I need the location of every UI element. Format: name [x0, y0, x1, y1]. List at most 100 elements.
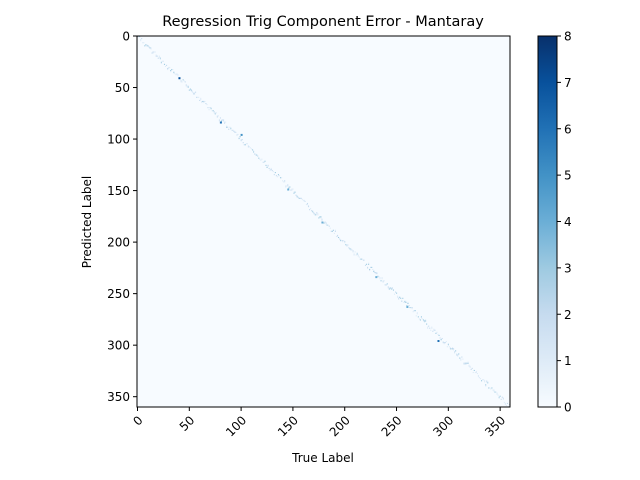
heatmap-cell: [238, 138, 240, 140]
heatmap-cell: [198, 96, 200, 98]
heatmap-cell: [440, 340, 442, 342]
heatmap-cell: [368, 263, 370, 265]
heatmap-cell: [183, 80, 185, 82]
heatmap-cell: [226, 125, 228, 127]
heatmap-cell: [230, 128, 232, 130]
heatmap-cell: [213, 111, 215, 113]
heatmap-cell: [439, 337, 441, 340]
heatmap-cell: [397, 295, 399, 297]
heatmap-cell: [346, 244, 348, 246]
heatmap-cell: [307, 205, 310, 207]
heatmap-cell: [249, 147, 252, 149]
heatmap-cell: [439, 336, 441, 339]
heatmap-cell: [381, 277, 383, 279]
heatmap-cell: [334, 230, 336, 232]
heatmap-cell: [506, 402, 508, 404]
heatmap-cell: [431, 326, 433, 328]
heatmap-cell: [457, 355, 459, 357]
heatmap-cell: [222, 119, 225, 121]
x-tick-label: 100: [223, 413, 249, 439]
heatmap-cell: [382, 281, 384, 283]
heatmap-cell: [470, 368, 472, 370]
heatmap-cell: [388, 287, 390, 289]
heatmap-cell: [228, 128, 230, 130]
heatmap-cell: [480, 380, 483, 382]
heatmap-cell: [292, 188, 294, 190]
heatmap-cell: [485, 384, 487, 386]
heatmap-cell: [269, 169, 271, 172]
heatmap-cell: [401, 300, 403, 302]
heatmap-cell: [484, 380, 486, 382]
heatmap-cell: [206, 104, 208, 106]
heatmap-cell: [247, 145, 249, 147]
heatmap-cell: [443, 343, 445, 345]
heatmap-cell: [159, 58, 161, 60]
heatmap-cell: [314, 213, 316, 215]
heatmap-cell-highlight: [321, 221, 324, 224]
heatmap-cell: [177, 75, 179, 77]
heatmap-cell: [344, 242, 346, 244]
heatmap-cell: [248, 146, 250, 148]
heatmap-cell: [484, 381, 486, 383]
heatmap-cell: [383, 280, 385, 282]
heatmap-cell: [213, 112, 215, 114]
heatmap-cell: [440, 338, 442, 341]
heatmap-cell: [436, 331, 438, 333]
heatmap-cell: [312, 210, 314, 212]
heatmap-cell: [500, 398, 502, 400]
heatmap-cell: [218, 120, 220, 122]
heatmap-cell: [253, 150, 255, 152]
heatmap-cell: [191, 90, 194, 92]
heatmap-cell: [345, 244, 347, 246]
heatmap-cell: [202, 100, 204, 103]
heatmap-cell: [339, 237, 341, 240]
heatmap-cell: [287, 184, 289, 186]
heatmap-cell: [438, 334, 440, 336]
heatmap-cell: [142, 42, 144, 44]
heatmap-cell: [407, 301, 409, 303]
heatmap-cell: [144, 45, 146, 47]
heatmap-cell: [320, 217, 322, 219]
heatmap-cell: [279, 177, 282, 179]
heatmap-cell-highlight: [375, 276, 378, 279]
heatmap-cell: [304, 200, 306, 202]
heatmap-cell: [246, 143, 248, 145]
heatmap-cell: [187, 86, 189, 88]
heatmap-cell: [419, 319, 421, 321]
heatmap-cell: [315, 214, 317, 216]
heatmap-cell: [211, 110, 213, 112]
y-tick-label: 250: [107, 287, 130, 301]
heatmap-cell: [163, 63, 166, 65]
heatmap-cell: [498, 397, 500, 399]
heatmap-cell: [409, 307, 411, 309]
heatmap-cell: [300, 197, 302, 199]
heatmap-cell: [230, 127, 232, 129]
heatmap-cell: [502, 398, 504, 400]
heatmap-cell: [344, 241, 346, 243]
heatmap-cell: [245, 143, 247, 145]
heatmap-cell: [494, 391, 496, 393]
heatmap-cell: [418, 318, 420, 320]
heatmap-cell: [499, 395, 501, 397]
heatmap-cell: [473, 369, 475, 371]
heatmap-cell: [239, 135, 241, 138]
heatmap-cell: [216, 116, 218, 118]
heatmap-cell: [327, 224, 329, 226]
heatmap-cell: [150, 48, 152, 50]
heatmap-cell: [151, 52, 153, 54]
heatmap-cell: [373, 270, 375, 273]
heatmap-cell: [139, 36, 141, 38]
heatmap-cell: [250, 148, 253, 150]
heatmap-cell: [424, 321, 426, 323]
heatmap-cell: [339, 239, 341, 241]
heatmap-cell: [180, 81, 182, 83]
heatmap-cell: [229, 126, 231, 128]
heatmap-cell: [226, 126, 228, 128]
heatmap-cell: [174, 73, 176, 75]
heatmap-cell: [254, 153, 256, 155]
heatmap-cell: [478, 377, 481, 379]
heatmap-cell: [417, 316, 419, 318]
heatmap-cell: [467, 361, 469, 363]
heatmap-cell: [270, 167, 272, 170]
heatmap-cell: [235, 131, 237, 133]
